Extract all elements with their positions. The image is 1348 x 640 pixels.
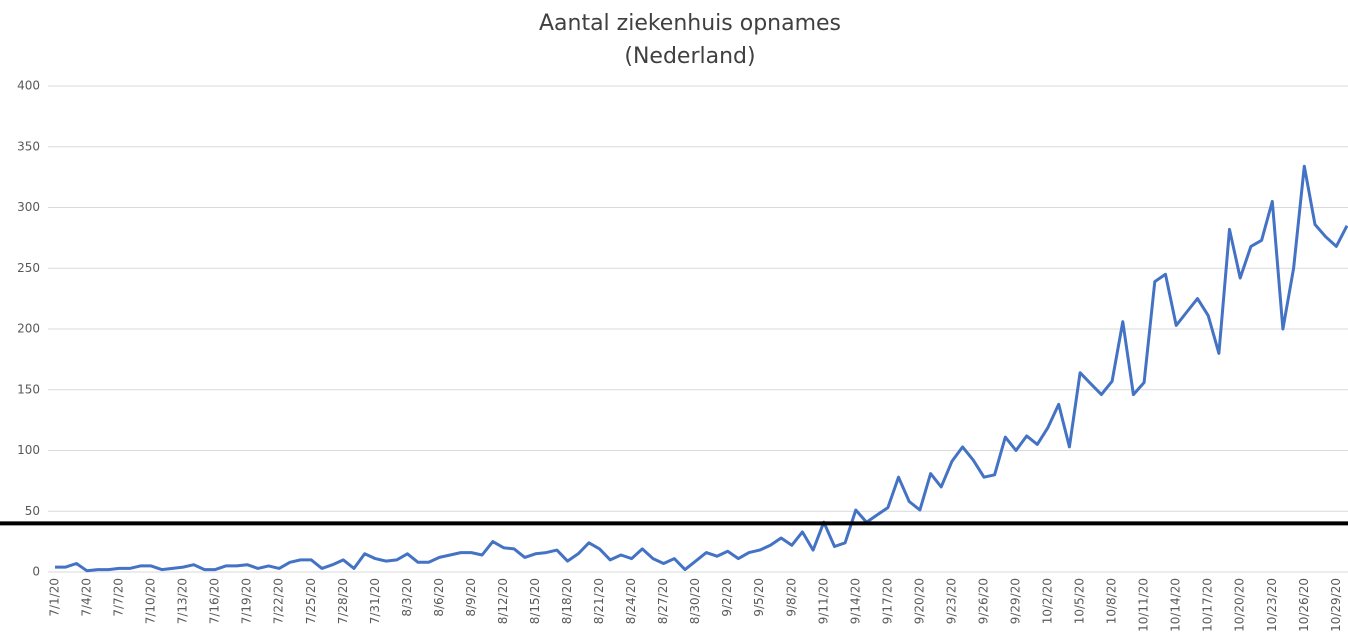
x-tick-label: 10/11/20 bbox=[1137, 578, 1151, 632]
data-line bbox=[55, 164, 1348, 573]
x-tick-label: 7/4/20 bbox=[80, 578, 94, 617]
y-tick-label: 350 bbox=[17, 139, 40, 153]
x-tick-label: 9/17/20 bbox=[880, 578, 894, 624]
y-tick-label: 300 bbox=[17, 200, 40, 214]
y-tick-label: 400 bbox=[17, 79, 40, 93]
x-tick-label: 8/15/20 bbox=[528, 578, 542, 624]
y-tick-label: 50 bbox=[25, 504, 40, 518]
x-tick-label: 7/10/20 bbox=[144, 578, 158, 624]
x-tick-label: 10/8/20 bbox=[1105, 578, 1119, 624]
x-tick-label: 9/5/20 bbox=[752, 578, 766, 617]
x-tick-label: 9/23/20 bbox=[944, 578, 958, 624]
x-tick-label: 10/20/20 bbox=[1233, 578, 1247, 632]
x-tick-label: 10/26/20 bbox=[1297, 578, 1311, 632]
x-tick-label: 8/6/20 bbox=[432, 578, 446, 617]
x-tick-label: 7/13/20 bbox=[176, 578, 190, 624]
x-tick-label: 9/14/20 bbox=[848, 578, 862, 624]
x-tick-label: 8/27/20 bbox=[656, 578, 670, 624]
x-tick-label: 8/9/20 bbox=[464, 578, 478, 617]
chart-title: Aantal ziekenhuis opnames bbox=[539, 11, 841, 36]
x-tick-label: 8/30/20 bbox=[688, 578, 702, 624]
y-tick-label: 250 bbox=[17, 261, 40, 275]
y-tick-label: 200 bbox=[17, 322, 40, 336]
x-tick-label: 10/2/20 bbox=[1041, 578, 1055, 624]
x-tick-label: 9/29/20 bbox=[1008, 578, 1022, 624]
chart-subtitle: (Nederland) bbox=[624, 44, 755, 69]
x-tick-label: 7/1/20 bbox=[48, 578, 62, 617]
x-tick-label: 8/21/20 bbox=[592, 578, 606, 624]
x-tick-label: 9/2/20 bbox=[720, 578, 734, 617]
x-tick-label: 7/31/20 bbox=[368, 578, 382, 624]
x-tick-label: 7/25/20 bbox=[304, 578, 318, 624]
y-tick-label: 0 bbox=[32, 565, 40, 579]
x-tick-label: 10/23/20 bbox=[1265, 578, 1279, 632]
x-tick-label: 7/16/20 bbox=[208, 578, 222, 624]
x-tick-label: 8/18/20 bbox=[560, 578, 574, 624]
x-tick-label: 7/28/20 bbox=[336, 578, 350, 624]
x-tick-label: 7/22/20 bbox=[272, 578, 286, 624]
y-tick-label: 100 bbox=[17, 443, 40, 457]
x-tick-label: 10/29/20 bbox=[1329, 578, 1343, 632]
x-tick-label: 9/11/20 bbox=[816, 578, 830, 624]
x-tick-label: 10/14/20 bbox=[1169, 578, 1183, 632]
x-tick-label: 9/8/20 bbox=[784, 578, 798, 617]
x-tick-label: 8/24/20 bbox=[624, 578, 638, 624]
x-tick-label: 8/12/20 bbox=[496, 578, 510, 624]
x-tick-label: 8/3/20 bbox=[400, 578, 414, 617]
y-tick-label: 150 bbox=[17, 382, 40, 396]
x-tick-label: 9/20/20 bbox=[912, 578, 926, 624]
x-tick-label: 7/7/20 bbox=[112, 578, 126, 617]
x-tick-label: 7/19/20 bbox=[240, 578, 254, 624]
x-tick-label: 10/17/20 bbox=[1201, 578, 1215, 632]
x-tick-label: 10/5/20 bbox=[1073, 578, 1087, 624]
x-tick-label: 9/26/20 bbox=[976, 578, 990, 624]
